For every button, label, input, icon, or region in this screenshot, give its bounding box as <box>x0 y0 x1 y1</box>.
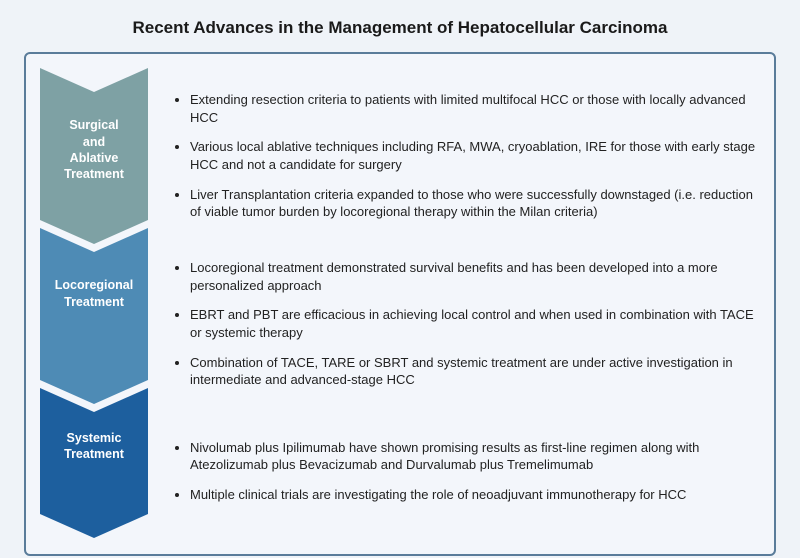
bullet-item: Combination of TACE, TARE or SBRT and sy… <box>190 354 760 389</box>
page-title: Recent Advances in the Management of Hep… <box>24 18 776 38</box>
content-column: Extending resection criteria to patients… <box>148 68 760 540</box>
bullet-item: Nivolumab plus Ipilimumab have shown pro… <box>190 439 760 474</box>
bullet-item: EBRT and PBT are efficacious in achievin… <box>190 306 760 341</box>
bullet-list-1: Locoregional treatment demonstrated surv… <box>170 259 760 392</box>
section-2: Nivolumab plus Ipilimumab have shown pro… <box>170 406 760 540</box>
chevron-label-2: SystemicTreatment <box>40 430 148 463</box>
bullet-item: Liver Transplantation criteria expanded … <box>190 186 760 221</box>
chevron-0: SurgicalandAblativeTreatment <box>40 68 148 244</box>
bullet-item: Locoregional treatment demonstrated surv… <box>190 259 760 294</box>
bullet-item: Various local ablative techniques includ… <box>190 138 760 173</box>
chevron-label-1: LocoregionalTreatment <box>40 277 148 310</box>
section-1: Locoregional treatment demonstrated surv… <box>170 246 760 406</box>
bullet-list-0: Extending resection criteria to patients… <box>170 91 760 224</box>
chevron-column: SurgicalandAblativeTreatment Locoregional… <box>40 68 148 540</box>
bullet-list-2: Nivolumab plus Ipilimumab have shown pro… <box>170 439 760 508</box>
chevron-2: SystemicTreatment <box>40 388 148 538</box>
chevron-label-0: SurgicalandAblativeTreatment <box>40 117 148 182</box>
bullet-item: Multiple clinical trials are investigati… <box>190 486 760 504</box>
section-0: Extending resection criteria to patients… <box>170 70 760 246</box>
main-panel: SurgicalandAblativeTreatment Locoregional… <box>24 52 776 556</box>
chevron-1: LocoregionalTreatment <box>40 228 148 404</box>
bullet-item: Extending resection criteria to patients… <box>190 91 760 126</box>
